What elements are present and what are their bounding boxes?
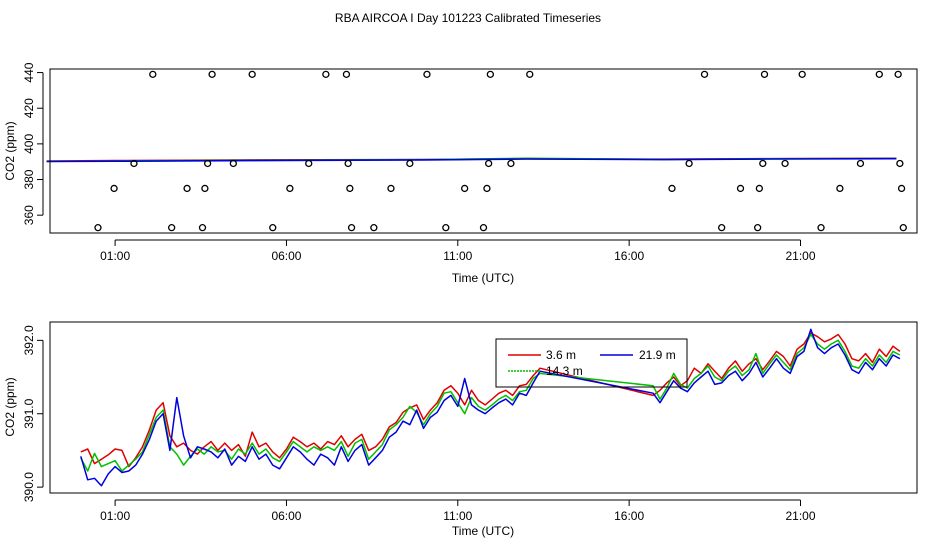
- series-line-21-9-m: [80, 328, 901, 487]
- bottom-y-axis: 390.0 391.0 392.0: [22, 325, 44, 502]
- top-point: [201, 184, 209, 193]
- top-y-tick-label: 420: [22, 98, 36, 118]
- top-y-tick-label: 440: [22, 62, 36, 82]
- top-point: [894, 70, 902, 78]
- top-point: [442, 224, 450, 232]
- bottom-series-group: [80, 328, 901, 487]
- top-point: [484, 159, 493, 168]
- chart-title: RBA AIRCOA I Day 101223 Calibrated Times…: [335, 11, 601, 25]
- bottom-x-tick-label: 21:00: [785, 509, 815, 523]
- top-point: [836, 184, 844, 193]
- top-point: [817, 224, 825, 232]
- top-y-tick-label: 400: [22, 134, 36, 154]
- top-point: [130, 159, 138, 168]
- top-point: [755, 184, 764, 193]
- top-panel: 01:00 06:00 11:00 16:00 21:00 360 380 400 420 44…: [3, 62, 918, 285]
- top-point: [899, 224, 907, 232]
- top-x-tick-label: 11:00: [443, 249, 472, 263]
- bottom-x-axis-label: Time (UTC): [452, 524, 514, 538]
- bottom-y-axis-label: CO2 (ppm): [3, 377, 17, 436]
- bottom-x-tick-label: 16:00: [614, 509, 644, 523]
- top-point: [685, 159, 693, 168]
- top-point: [700, 70, 709, 78]
- top-point: [507, 159, 515, 168]
- top-point: [342, 70, 351, 78]
- bottom-y-tick-label: 390.0: [22, 472, 36, 502]
- top-point: [897, 184, 906, 193]
- bottom-x-axis: 01:00 06:00 11:00 16:00 21:00: [100, 499, 816, 523]
- top-point: [110, 184, 118, 193]
- top-point: [798, 70, 806, 78]
- top-y-tick-label: 360: [22, 205, 36, 225]
- top-plot-box: [49, 68, 918, 234]
- top-point: [248, 70, 256, 78]
- top-x-tick-label: 16:00: [614, 249, 644, 263]
- top-point: [461, 184, 469, 193]
- bottom-y-tick-label: 392.0: [22, 325, 36, 355]
- top-point: [668, 184, 676, 193]
- top-point: [856, 159, 865, 168]
- bottom-y-tick-label: 391.0: [22, 398, 36, 428]
- bottom-panel: 01:00 06:00 11:00 16:00 21:00 390.0 391.0 392.…: [3, 321, 918, 538]
- top-point: [347, 224, 356, 232]
- top-y-axis: 360 380 400 420 440: [22, 62, 44, 225]
- top-y-tick-label: 380: [22, 169, 36, 189]
- series-line-3-6-m: [80, 332, 901, 468]
- legend-label-21-9m: 21.9 m: [639, 348, 676, 362]
- top-point: [526, 70, 534, 78]
- top-point: [718, 224, 726, 232]
- top-point: [370, 224, 378, 232]
- series-line-14-3-m: [80, 333, 901, 472]
- top-point: [754, 224, 762, 232]
- top-point: [183, 184, 191, 193]
- top-point: [94, 224, 102, 232]
- bottom-x-tick-label: 06:00: [271, 509, 301, 523]
- top-point: [229, 159, 237, 168]
- top-point: [483, 184, 491, 193]
- top-point: [203, 159, 212, 168]
- legend-label-14-3m: 14.3 m: [546, 364, 583, 378]
- top-x-axis: 01:00 06:00 11:00 16:00 21:00: [100, 239, 816, 263]
- top-point: [149, 70, 157, 78]
- top-x-axis-label: Time (UTC): [452, 271, 514, 285]
- top-y-axis-label: CO2 (ppm): [3, 121, 17, 180]
- top-point: [208, 70, 216, 78]
- top-x-tick-label: 06:00: [271, 249, 301, 263]
- legend: 3.6 m 21.9 m 14.3 m: [495, 338, 688, 388]
- top-series-line-2: [46, 157, 897, 163]
- top-point: [479, 224, 488, 232]
- top-point: [896, 159, 904, 168]
- top-point: [269, 224, 277, 232]
- top-point: [322, 70, 330, 78]
- top-point: [305, 159, 313, 168]
- top-point: [286, 184, 294, 193]
- top-point: [736, 184, 745, 193]
- bottom-x-tick-label: 11:00: [443, 509, 472, 523]
- top-point: [387, 184, 395, 193]
- legend-box: [495, 338, 688, 388]
- top-point: [168, 224, 176, 232]
- top-point: [781, 159, 789, 168]
- top-points-group: [94, 70, 907, 232]
- top-x-tick-label: 21:00: [785, 249, 815, 263]
- top-point: [198, 224, 207, 232]
- bottom-plot-box: [49, 321, 918, 494]
- top-point: [346, 184, 354, 193]
- legend-label-3-6m: 3.6 m: [546, 348, 576, 362]
- bottom-x-tick-label: 01:00: [100, 509, 130, 523]
- top-point: [760, 70, 769, 78]
- top-point: [486, 70, 495, 78]
- top-point: [423, 70, 431, 78]
- top-point: [344, 159, 352, 168]
- top-point: [759, 159, 767, 168]
- top-x-tick-label: 01:00: [100, 249, 130, 263]
- top-series-group: [46, 157, 897, 163]
- top-point: [406, 159, 414, 168]
- top-point: [875, 70, 883, 78]
